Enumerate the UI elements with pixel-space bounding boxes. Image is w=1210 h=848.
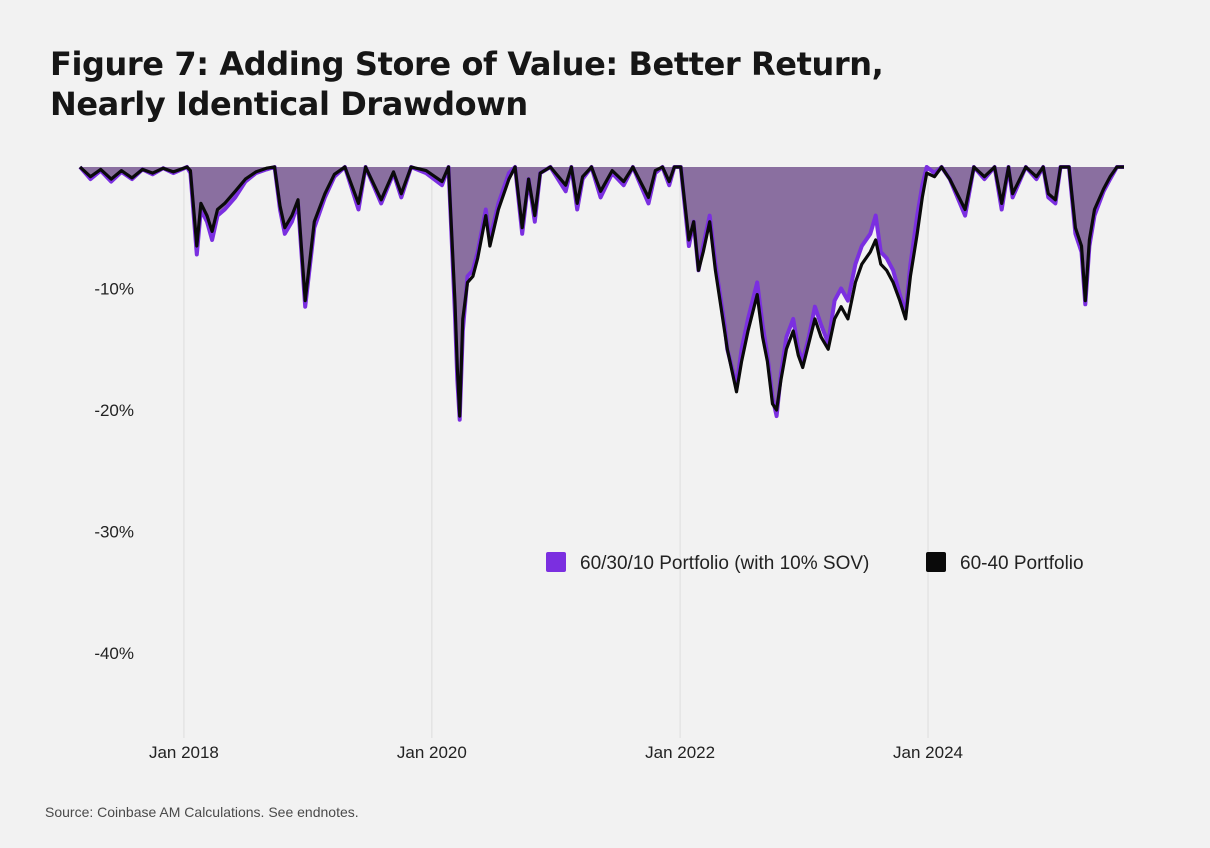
legend-label-sixty-forty: 60-40 Portfolio <box>960 553 1084 574</box>
legend-swatch-sov <box>546 552 566 572</box>
sixty-forty-series-line <box>78 165 1124 418</box>
y-tick-label: -20% <box>94 401 134 420</box>
y-axis-ticks: -10% -20% -30% -40% <box>94 279 134 662</box>
chart-title: Figure 7: Adding Store of Value: Better … <box>50 45 884 123</box>
x-tick-label: Jan 2022 <box>645 743 715 762</box>
legend: 60/30/10 Portfolio (with 10% SOV) 60-40 P… <box>546 552 1084 574</box>
legend-swatch-sixty-forty <box>926 552 946 572</box>
x-axis-ticks: Jan 2018 Jan 2020 Jan 2022 Jan 2024 <box>149 743 963 762</box>
y-tick-label: -10% <box>94 279 134 298</box>
sov-area-fill <box>80 167 1124 420</box>
x-tick-label: Jan 2024 <box>893 743 963 762</box>
source-note: Source: Coinbase AM Calculations. See en… <box>45 804 359 820</box>
y-tick-label: -30% <box>94 522 134 541</box>
x-tick-label: Jan 2020 <box>397 743 467 762</box>
vertical-gridlines <box>183 167 929 738</box>
legend-label-sov: 60/30/10 Portfolio (with 10% SOV) <box>580 553 869 574</box>
series-marks <box>78 165 1124 422</box>
y-tick-label: -40% <box>94 644 134 663</box>
x-tick-label: Jan 2018 <box>149 743 219 762</box>
